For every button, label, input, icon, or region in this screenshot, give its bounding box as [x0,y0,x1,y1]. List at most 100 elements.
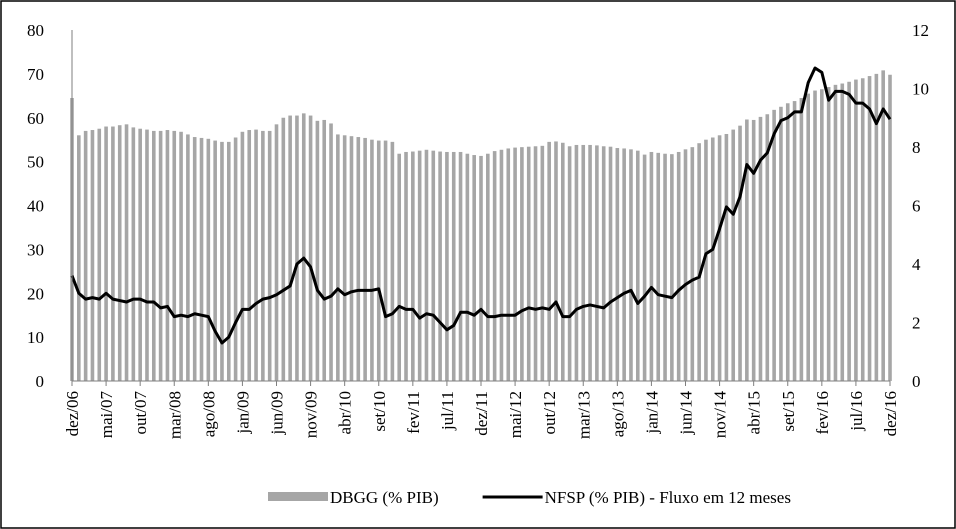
bar [356,137,361,381]
y2-tick-label: 12 [912,21,929,40]
bar [854,79,858,382]
bar [124,124,129,382]
bar [220,141,224,381]
x-tick-label: dez/06 [63,391,82,436]
bar [281,117,286,381]
bar [526,146,531,381]
bar [608,146,613,381]
bar [226,141,231,381]
bar [779,106,783,381]
x-tick-label: ago/13 [608,391,627,437]
bar [438,151,442,381]
bar [772,109,776,381]
legend-label: NFSP (% PIB) - Fluxo em 12 meses [545,488,791,507]
bar [83,130,88,381]
bar [820,89,824,381]
legend-label: DBGG (% PIB) [330,488,439,507]
bar [117,125,122,382]
x-tick-label: jul/11 [438,391,457,431]
bar [411,151,415,381]
bar [860,78,865,381]
bar [792,101,797,381]
bar [165,130,170,381]
bar [601,146,606,381]
bar [131,127,136,381]
bar [417,150,422,381]
bar [254,129,258,381]
bar [451,151,456,381]
bar [288,115,292,382]
bar [567,146,572,381]
x-tick-label: abr/10 [336,391,355,434]
bar [874,73,879,381]
bar [390,141,395,381]
bar [322,119,327,381]
bar [383,140,388,381]
bar [261,130,265,381]
bar [104,126,108,382]
bar [479,155,483,381]
bar [492,151,497,381]
bar [642,154,647,381]
bar [404,151,408,381]
bar [486,153,490,381]
y-tick-label: 20 [27,284,44,303]
bar [554,141,558,381]
bar [574,144,579,381]
bar [785,103,790,382]
x-tick-label: set/10 [370,391,389,432]
bar [710,137,715,381]
bar [295,115,299,382]
bar [90,130,95,381]
bar [513,147,517,381]
x-tick-label: out/12 [540,391,559,434]
y-tick-label: 0 [36,372,45,391]
legend-swatch [268,492,328,501]
bar [615,148,620,381]
bar [676,151,681,381]
bar [799,98,804,381]
x-tick-label: fev/16 [813,391,832,434]
bar [806,93,810,382]
bar [233,137,238,381]
bar [247,130,252,381]
y-tick-label: 80 [27,21,44,40]
bar [158,130,163,381]
x-tick-label: mai/07 [97,391,116,439]
bar [458,151,463,381]
line [70,66,892,345]
bar [329,123,333,382]
bar [745,119,749,381]
bar [111,126,115,382]
bar [520,147,524,381]
x-tick-label: dez/11 [472,391,491,436]
bar [301,113,306,382]
bar [342,135,347,381]
y2-tick-label: 2 [912,314,921,333]
y-tick-label: 70 [27,65,44,84]
bar [370,139,374,381]
bar [697,143,701,381]
bar [540,145,545,381]
bar [588,144,592,381]
x-tick-label: jul/16 [847,391,866,432]
bar [424,149,429,381]
bar [240,131,245,381]
bar [847,81,851,382]
bar [758,116,763,381]
bar [445,151,449,381]
x-tick-label: out/07 [131,391,150,435]
bar [622,148,626,381]
y-tick-label: 30 [27,240,44,259]
bar [179,131,183,381]
bar [663,153,667,381]
bar [308,115,313,382]
bar [635,150,640,381]
x-tick-label: jun/09 [268,391,287,435]
bar [349,136,354,381]
bar [690,147,695,381]
bar [336,134,340,381]
bar [765,114,770,382]
x-tick-label: jan/14 [642,391,661,435]
bar [629,149,633,381]
